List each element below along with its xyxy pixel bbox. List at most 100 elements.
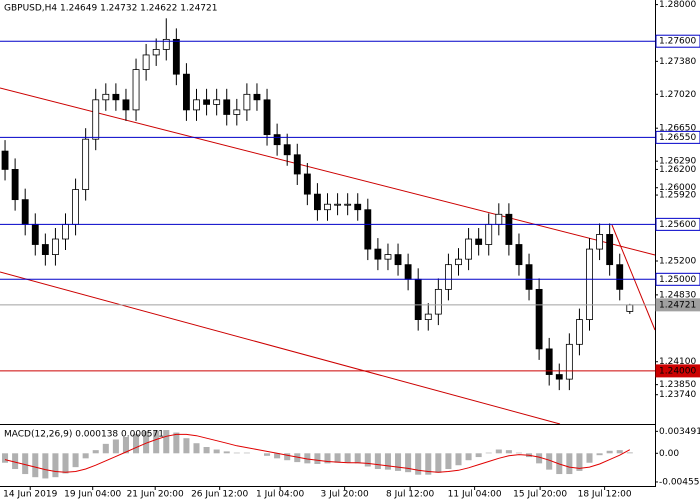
y-tick-label: 1.27380 <box>659 57 696 67</box>
macd-bar <box>213 449 220 454</box>
level-label-box <box>655 364 700 378</box>
x-tick-label: 8 Jul 12:00 <box>386 490 435 500</box>
macd-bar <box>274 453 281 459</box>
macd-bar <box>505 450 512 454</box>
candle-body <box>444 264 452 290</box>
macd-bar <box>596 453 603 456</box>
macd-bar <box>294 453 301 463</box>
macd-y-tick-label: -0.004559 <box>659 477 700 487</box>
macd-bar <box>374 453 381 470</box>
y-tick-label: 1.26650 <box>659 124 696 134</box>
macd-bar <box>465 453 472 461</box>
macd-bar <box>536 453 543 464</box>
candle-body <box>545 348 553 375</box>
trend-lines <box>0 87 656 425</box>
candle-body <box>364 209 372 250</box>
macd-bar <box>415 453 422 475</box>
candle-body <box>515 244 523 266</box>
macd-title: MACD(12,26,9) 0.000138 0.000571 <box>4 430 164 440</box>
macd-bar <box>102 443 109 454</box>
candle-body <box>223 99 231 115</box>
candle-body <box>394 254 402 266</box>
macd-bar <box>52 453 59 478</box>
macd-bar <box>92 450 99 454</box>
macd-bar <box>62 453 69 474</box>
macd-bar <box>606 450 613 454</box>
candle-body <box>495 213 503 225</box>
candle-body <box>505 213 513 245</box>
candle-body <box>555 374 563 380</box>
macd-bar <box>354 453 361 464</box>
candle-body <box>162 38 170 50</box>
macd-bar <box>616 450 623 454</box>
candle-body <box>182 73 190 111</box>
macd-bar <box>304 453 311 464</box>
x-tick-label: 14 Jun 2019 <box>3 490 57 500</box>
candle-body <box>213 99 221 105</box>
y-tick-label: 1.25200 <box>659 256 696 266</box>
trend-line <box>0 271 561 425</box>
macd-signal <box>4 433 631 473</box>
y-tick-label: 1.26000 <box>659 183 696 193</box>
macd-bar <box>445 453 452 470</box>
macd-bar <box>193 443 200 454</box>
macd-y-tick-label: 0.00 <box>659 449 679 459</box>
x-tick-label: 15 Jul 20:00 <box>513 490 567 500</box>
candle-body <box>142 54 150 70</box>
macd-bar <box>334 453 341 463</box>
candle-body <box>52 238 59 255</box>
candle-body <box>263 99 271 136</box>
candle-body <box>172 38 180 75</box>
candle-body <box>11 169 19 201</box>
candle-body <box>535 288 543 350</box>
candle-body <box>586 248 593 321</box>
macd-bar <box>364 453 371 467</box>
macd-bar <box>2 453 9 463</box>
candle-body <box>102 93 110 101</box>
macd-bar <box>122 436 129 454</box>
candle-body <box>203 99 211 105</box>
candle-body <box>303 173 311 195</box>
y-tick-label: 1.25920 <box>659 191 696 201</box>
candle-body <box>404 264 412 280</box>
macd-bar <box>485 452 492 454</box>
x-tick-label: 18 Jul 12:00 <box>578 490 632 500</box>
candle-body <box>374 248 382 260</box>
y-tick-label: 1.23740 <box>659 390 696 400</box>
level-label: 1.24000 <box>659 366 696 376</box>
macd-bar <box>243 452 250 454</box>
x-tick-label: 11 Jul 04:00 <box>448 490 502 500</box>
candle-body <box>324 203 331 211</box>
x-tick-label: 1 Jul 04:00 <box>256 490 305 500</box>
candle-body <box>62 223 69 240</box>
macd-bar <box>173 432 180 454</box>
candle-body <box>193 99 200 111</box>
level-label: 1.25000 <box>659 275 696 285</box>
candle-body <box>424 313 432 321</box>
candle-body <box>233 109 241 115</box>
level-label-box <box>655 34 700 48</box>
macd-bar <box>324 453 331 464</box>
y-tick-label: 1.24830 <box>659 290 696 300</box>
candle-body <box>152 49 160 56</box>
candle-body <box>243 93 251 111</box>
candle-body <box>596 234 603 250</box>
macd-y-tick-label: 0.003491 <box>659 427 700 437</box>
candle-body <box>576 319 583 345</box>
y-tick-label: 1.27020 <box>659 90 696 100</box>
macd-bar <box>12 453 19 470</box>
candle-body <box>41 244 49 255</box>
macd-bar <box>112 439 119 454</box>
trend-line <box>611 224 656 331</box>
macd-bar <box>405 453 412 473</box>
macd-bar <box>223 451 230 454</box>
candle-body <box>253 93 261 101</box>
candle-body <box>475 238 483 245</box>
candle-body <box>122 99 130 111</box>
macd-bar <box>284 453 291 461</box>
candle-body <box>293 154 301 175</box>
macd-bar <box>82 453 89 459</box>
macd-bar <box>42 453 49 479</box>
trend-line <box>0 87 656 256</box>
